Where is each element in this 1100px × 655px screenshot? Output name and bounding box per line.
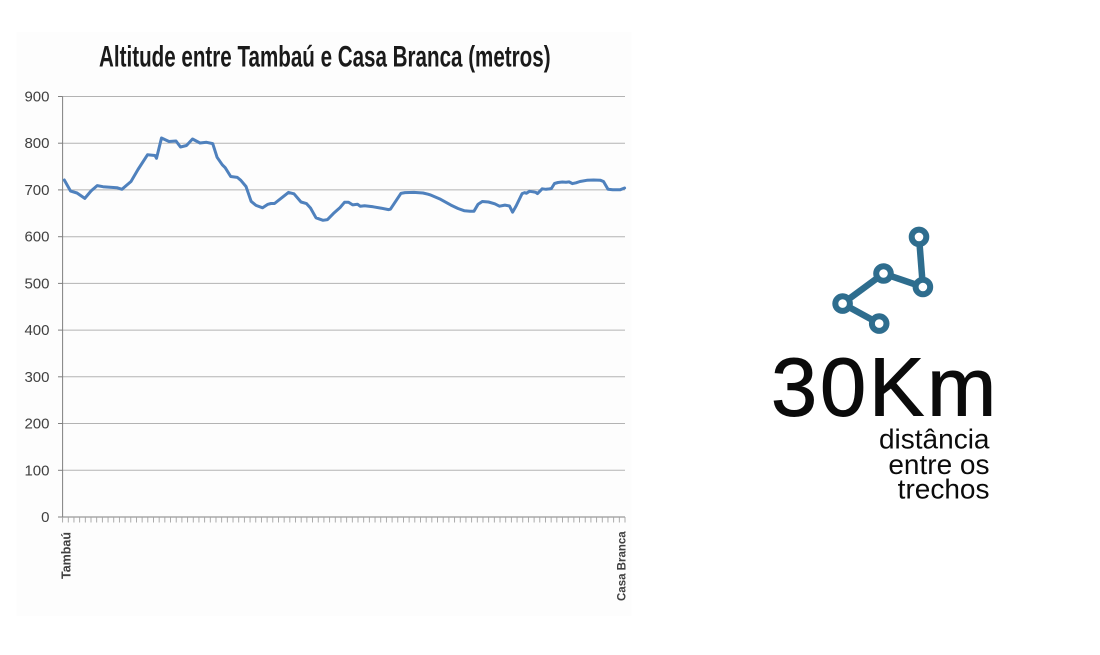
svg-text:trechos: trechos — [898, 473, 990, 504]
svg-text:400: 400 — [24, 322, 49, 339]
svg-text:300: 300 — [24, 369, 49, 386]
svg-text:500: 500 — [24, 275, 49, 292]
svg-text:Casa Branca: Casa Branca — [617, 531, 629, 601]
svg-text:Tambaú: Tambaú — [59, 532, 73, 579]
svg-text:0: 0 — [41, 509, 49, 526]
svg-text:900: 900 — [24, 89, 49, 106]
svg-text:600: 600 — [24, 229, 49, 246]
svg-text:800: 800 — [24, 135, 49, 152]
svg-text:30Km: 30Km — [771, 341, 999, 434]
svg-text:200: 200 — [24, 416, 49, 433]
svg-text:100: 100 — [24, 462, 49, 479]
svg-text:Altitude entre Tambaú e Casa B: Altitude entre Tambaú e Casa Branca (met… — [99, 40, 551, 73]
svg-text:entre os: entre os — [888, 449, 989, 480]
svg-text:700: 700 — [24, 182, 49, 199]
svg-text:distância: distância — [879, 423, 990, 454]
